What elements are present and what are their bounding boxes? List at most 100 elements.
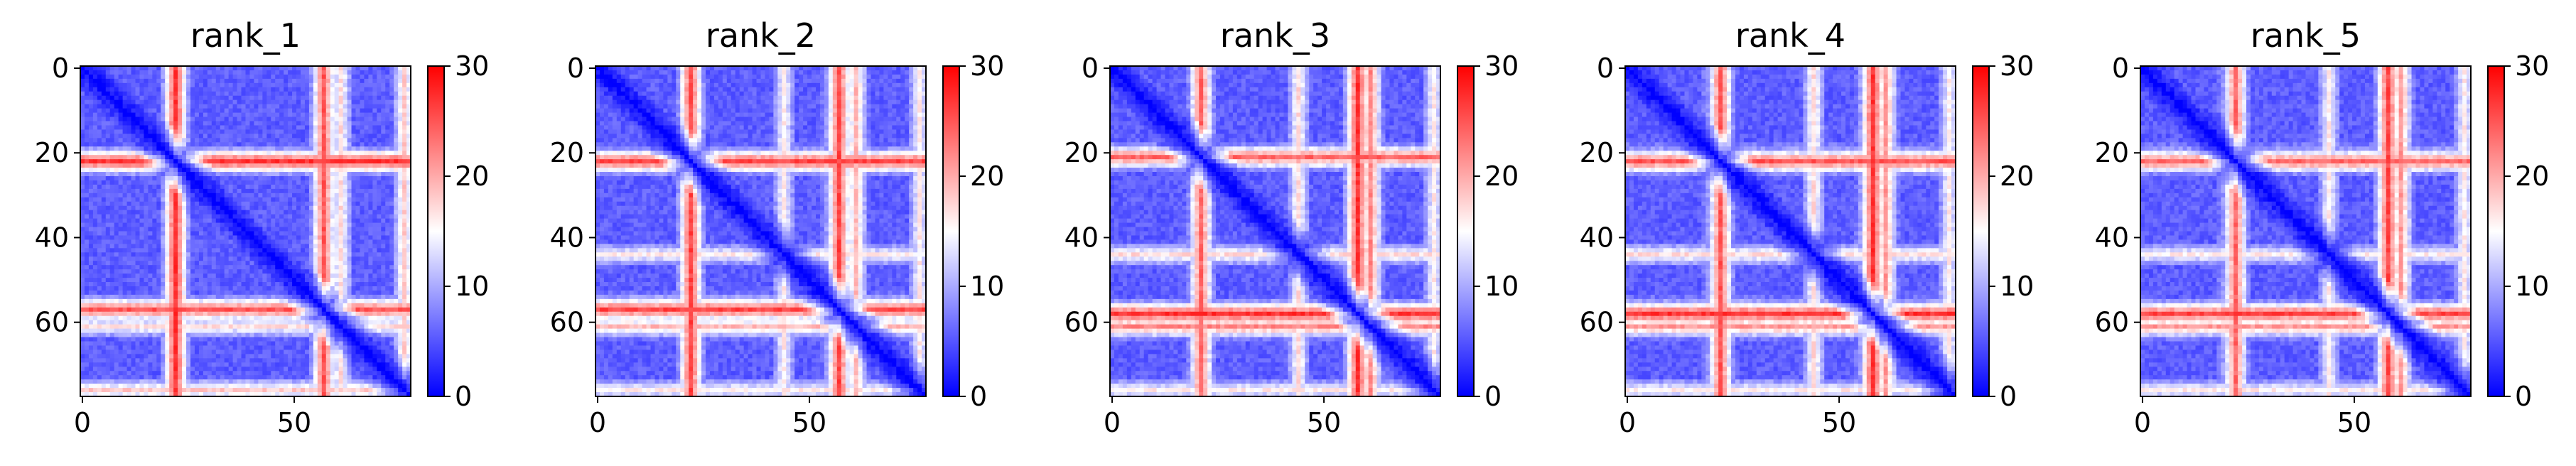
- heatmap-cell: [262, 87, 267, 92]
- heatmap-cell: [118, 125, 124, 131]
- heatmap-cell: [338, 256, 344, 261]
- heatmap-cell: [308, 70, 314, 75]
- heatmap-cell: [258, 222, 263, 228]
- heatmap-cell: [321, 303, 327, 308]
- heatmap-cell: [262, 294, 267, 300]
- heatmap-cell: [126, 95, 132, 101]
- heatmap-cell: [296, 252, 301, 257]
- heatmap-cell: [118, 235, 124, 241]
- heatmap-cell: [406, 244, 411, 249]
- heatmap-cell: [338, 134, 344, 139]
- heatmap-cell: [182, 290, 187, 296]
- heatmap-cell: [126, 261, 132, 266]
- heatmap-cell: [389, 210, 394, 215]
- heatmap-cell: [317, 172, 323, 177]
- heatmap-cell: [343, 261, 348, 266]
- heatmap-cell: [334, 235, 340, 241]
- heatmap-cell: [92, 125, 98, 131]
- heatmap-cell: [377, 193, 382, 198]
- heatmap-cell: [165, 218, 170, 224]
- heatmap-cell: [313, 294, 318, 300]
- heatmap-cell: [301, 256, 306, 261]
- heatmap-cell: [228, 252, 234, 257]
- heatmap-cell: [101, 294, 107, 300]
- heatmap-cell: [109, 134, 115, 139]
- heatmap-cell: [317, 163, 323, 168]
- heatmap-cell: [161, 222, 166, 228]
- heatmap-cell: [148, 324, 153, 330]
- heatmap-cell: [228, 244, 234, 249]
- heatmap-cell: [284, 176, 289, 181]
- heatmap-cell: [144, 311, 149, 317]
- heatmap-cell: [254, 269, 259, 274]
- heatmap-cell: [161, 261, 166, 266]
- heatmap-cell: [220, 151, 225, 156]
- heatmap-cell: [406, 108, 411, 114]
- heatmap-cell: [228, 87, 234, 92]
- heatmap-cell: [313, 168, 318, 173]
- heatmap-cell: [360, 227, 365, 232]
- heatmap-cell: [220, 134, 225, 139]
- heatmap-cell: [313, 248, 318, 253]
- heatmap-cell: [284, 286, 289, 291]
- heatmap-cell: [389, 328, 394, 334]
- heatmap-cell: [398, 151, 403, 156]
- heatmap-cell: [118, 231, 124, 237]
- heatmap-cell: [165, 184, 170, 190]
- heatmap-cell: [220, 66, 225, 71]
- heatmap-cell: [338, 320, 344, 325]
- heatmap-cell: [169, 151, 174, 156]
- heatmap-cell: [317, 222, 323, 228]
- heatmap-cell: [317, 82, 323, 88]
- heatmap-cell: [364, 155, 369, 160]
- heatmap-cell: [385, 235, 390, 241]
- heatmap-cell: [220, 265, 225, 270]
- heatmap-cell: [211, 307, 217, 313]
- heatmap-cell: [313, 197, 318, 202]
- heatmap-cell: [381, 201, 386, 207]
- heatmap-cell: [288, 214, 293, 220]
- heatmap-cell: [215, 151, 221, 156]
- heatmap-cell: [385, 95, 390, 101]
- heatmap-cell: [224, 116, 230, 122]
- heatmap-cell: [97, 87, 102, 92]
- heatmap-cell: [203, 315, 208, 321]
- heatmap-cell: [211, 168, 217, 173]
- heatmap-cell: [211, 112, 217, 118]
- heatmap-cell: [220, 273, 225, 278]
- heatmap-cell: [301, 66, 306, 71]
- heatmap-cell: [304, 278, 310, 283]
- heatmap-cell: [178, 74, 183, 80]
- heatmap-cell: [321, 294, 327, 300]
- heatmap-cell: [156, 248, 161, 253]
- heatmap-cell: [284, 193, 289, 198]
- heatmap-cell: [351, 222, 357, 228]
- heatmap-cell: [325, 70, 331, 75]
- heatmap-cell: [80, 282, 85, 287]
- heatmap-cell: [279, 134, 284, 139]
- heatmap-cell: [173, 129, 178, 134]
- heatmap-cell: [301, 125, 306, 131]
- heatmap-cell: [262, 188, 267, 194]
- heatmap-cell: [215, 134, 221, 139]
- heatmap-cell: [194, 151, 200, 156]
- heatmap-cell: [271, 112, 276, 118]
- heatmap-cell: [101, 324, 107, 330]
- heatmap-cell: [301, 176, 306, 181]
- heatmap-cell: [105, 172, 111, 177]
- heatmap-cell: [402, 210, 407, 215]
- heatmap-cell: [131, 227, 136, 232]
- heatmap-cell: [372, 184, 377, 190]
- heatmap-cell: [97, 121, 102, 126]
- heatmap-cell: [135, 218, 141, 224]
- heatmap-cell: [275, 168, 280, 173]
- heatmap-cell: [394, 303, 399, 308]
- heatmap-cell: [389, 146, 394, 151]
- heatmap-cell: [131, 176, 136, 181]
- heatmap-cell: [220, 205, 225, 211]
- heatmap-cell: [194, 294, 200, 300]
- heatmap-cell: [301, 168, 306, 173]
- heatmap-cell: [301, 129, 306, 134]
- heatmap-cell: [284, 66, 289, 71]
- heatmap-cell: [389, 311, 394, 317]
